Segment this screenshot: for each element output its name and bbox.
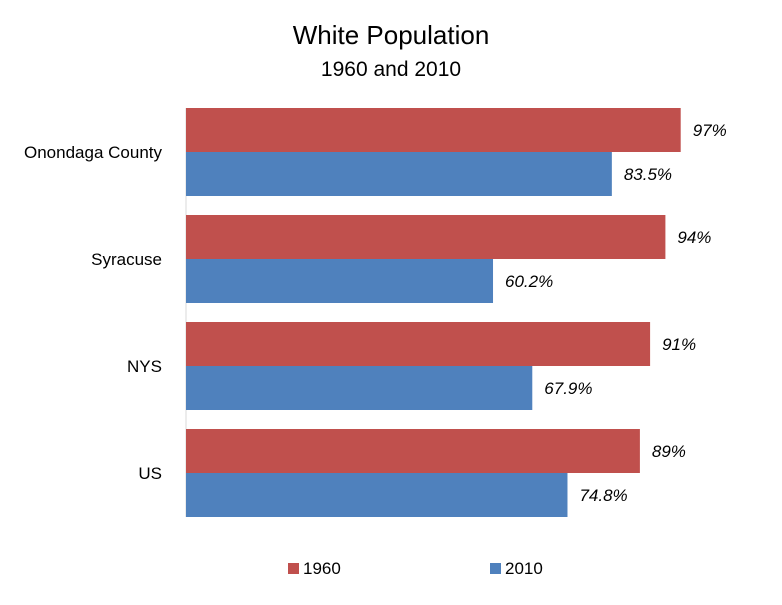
bar-2010 <box>186 473 568 517</box>
bar-1960 <box>186 322 651 366</box>
data-label: 91% <box>662 335 696 354</box>
bar-2010 <box>186 152 612 196</box>
bar-1960 <box>186 215 666 259</box>
data-label: 97% <box>693 121 727 140</box>
chart-title: White Population <box>292 20 490 50</box>
legend-swatch-2010 <box>490 563 501 574</box>
data-label: 89% <box>652 442 686 461</box>
legend-swatch-1960 <box>288 563 299 574</box>
data-label: 94% <box>677 228 711 247</box>
data-label: 60.2% <box>505 272 553 291</box>
data-label: 83.5% <box>624 165 672 184</box>
bar-1960 <box>186 108 681 152</box>
legend-label: 2010 <box>505 559 543 578</box>
category-label: Onondaga County <box>24 143 162 162</box>
bar-2010 <box>186 366 533 410</box>
data-label: 67.9% <box>544 379 592 398</box>
category-label: Syracuse <box>91 250 162 269</box>
data-label: 74.8% <box>579 486 627 505</box>
legend-label: 1960 <box>303 559 341 578</box>
category-label: US <box>138 464 162 483</box>
category-label: NYS <box>127 357 162 376</box>
bar-2010 <box>186 259 494 303</box>
bar-1960 <box>186 429 640 473</box>
chart-subtitle: 1960 and 2010 <box>320 58 462 81</box>
